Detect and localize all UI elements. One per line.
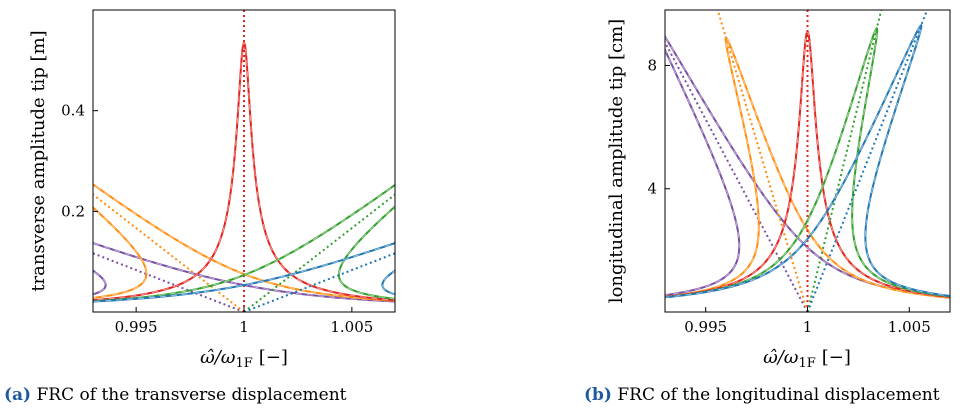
frc-curve-a-2 bbox=[93, 40, 395, 302]
frc-curve-overlay-a-1 bbox=[93, 183, 395, 302]
caption-tag-a: (a) bbox=[4, 385, 32, 405]
ticks-a: 0.995 1 1.005 0.2 0.4 bbox=[61, 102, 373, 336]
caption-text-b: FRC of the longitudinal displacement bbox=[617, 385, 940, 405]
frc-curve-overlay-a-2 bbox=[93, 41, 395, 301]
x-tick-label: 0.995 bbox=[684, 318, 727, 336]
backbone-b-1 bbox=[716, 10, 809, 312]
backbone-a-1 bbox=[93, 193, 245, 312]
series-group-b bbox=[665, 10, 950, 312]
y-tick-label: 0.4 bbox=[61, 102, 85, 120]
backbone-b-0 bbox=[665, 40, 809, 312]
caption-text-a: FRC of the transverse displacement bbox=[36, 385, 347, 405]
x-tick-label: 1 bbox=[803, 318, 813, 336]
y-tick-label: 0.2 bbox=[61, 202, 85, 220]
x-tick-label: 1.005 bbox=[888, 318, 931, 336]
frc-curve-overlay-b-0 bbox=[665, 35, 950, 298]
backbone-b-4 bbox=[806, 10, 929, 312]
x-tick-label: 1.005 bbox=[330, 318, 373, 336]
caption-a: (a) FRC of the transverse displacement bbox=[4, 385, 346, 405]
caption-tag-b: (b) bbox=[584, 385, 612, 405]
backbone-b-3 bbox=[806, 10, 883, 312]
x-axis-label-b: ω̂/ω1F [−] bbox=[763, 347, 851, 371]
caption-b: (b) FRC of the longitudinal displacement bbox=[584, 385, 940, 405]
y-axis-label-a: transverse amplitude tip [m] bbox=[28, 30, 49, 291]
ticks-b: 0.995 1 1.005 4 8 bbox=[647, 56, 930, 336]
frc-curve-overlay-b-3 bbox=[665, 27, 950, 298]
x-tick-label: 0.995 bbox=[115, 318, 158, 336]
chart-transverse: 0.995 1 1.005 0.2 0.4 ω̂/ω1F [−] transverse a… bbox=[28, 9, 396, 371]
chart-longitudinal: 0.995 1 1.005 4 8 ω̂/ω1F [−] longitudinal amp… bbox=[606, 9, 951, 371]
frc-curve-overlay-b-4 bbox=[665, 24, 950, 298]
frc-curve-overlay-a-3 bbox=[93, 184, 395, 302]
x-axis-label-a: ω̂/ω1F [−] bbox=[200, 347, 288, 371]
y-tick-label: 4 bbox=[647, 180, 657, 198]
series-group-a bbox=[93, 10, 395, 312]
x-tick-label: 1 bbox=[239, 318, 249, 336]
y-tick-label: 8 bbox=[647, 56, 657, 74]
y-axis-label-b: longitudinal amplitude tip [cm] bbox=[606, 19, 627, 303]
frc-curve-b-2 bbox=[665, 29, 950, 298]
backbone-a-3 bbox=[243, 193, 395, 312]
frc-curve-a-3 bbox=[93, 183, 395, 303]
